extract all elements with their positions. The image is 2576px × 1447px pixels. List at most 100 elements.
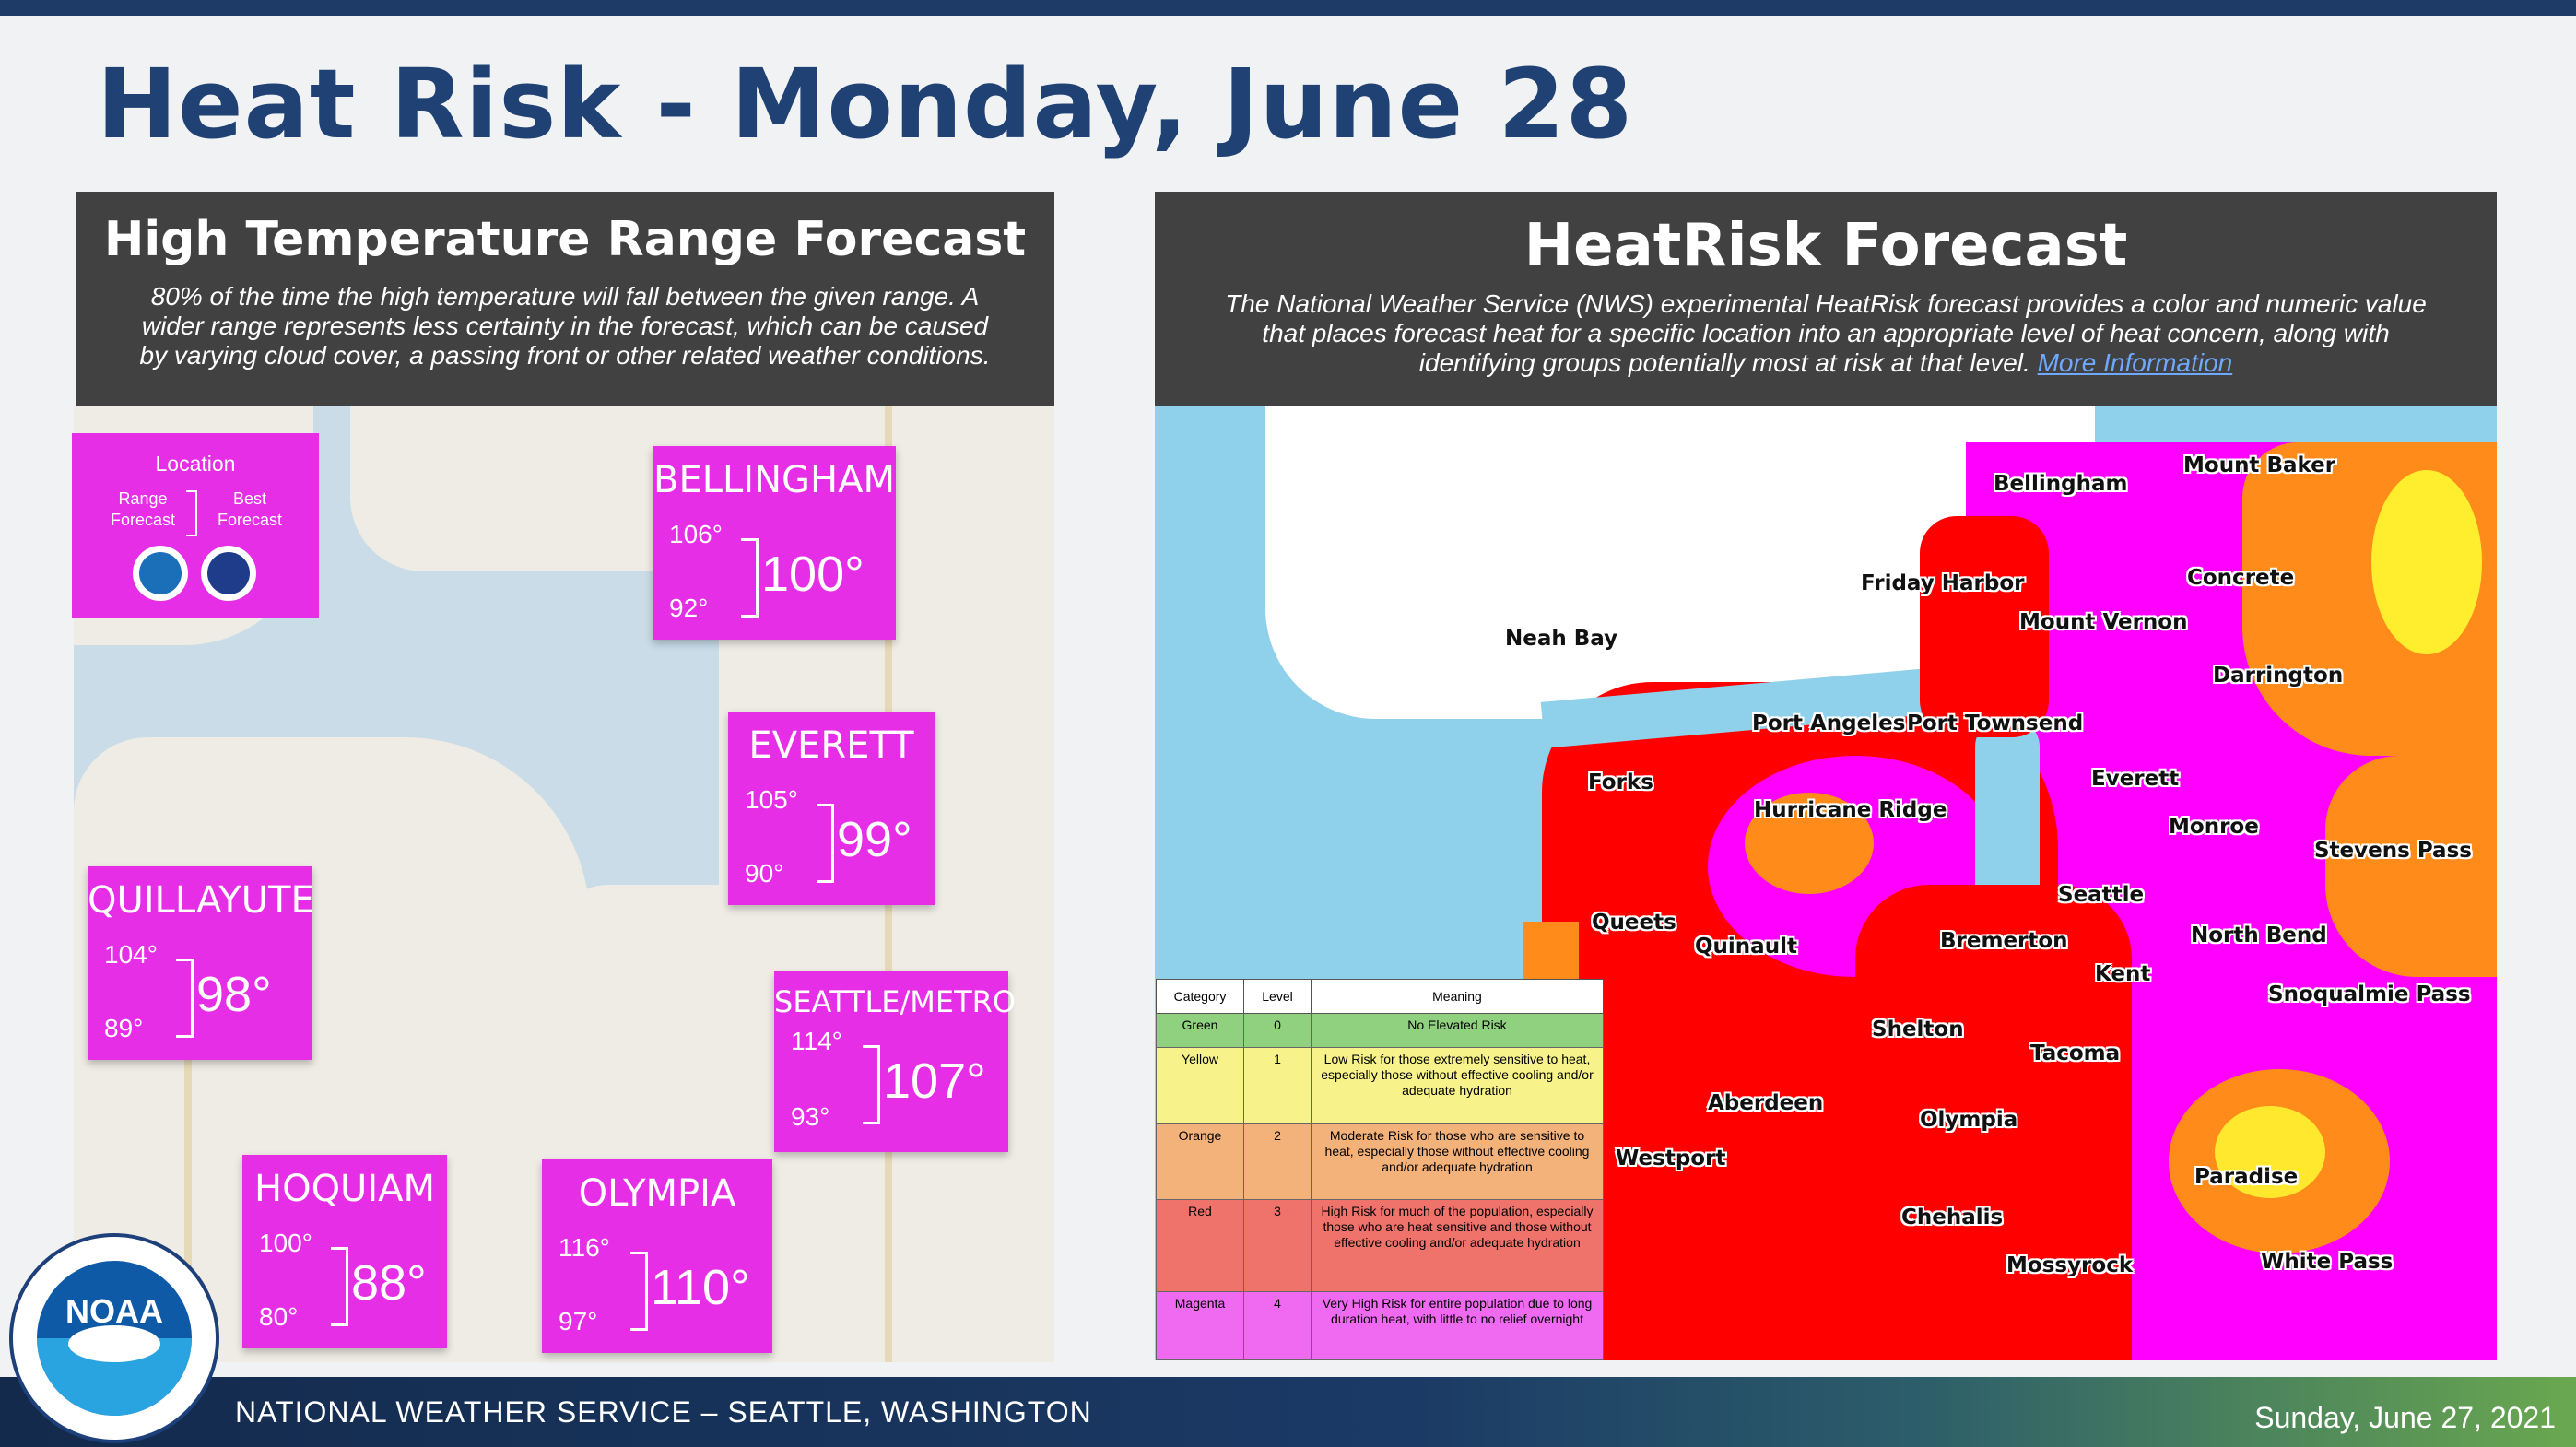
level-cell: 1 xyxy=(1243,1047,1312,1124)
map-label-hurricane-ridge: Hurricane Ridge xyxy=(1754,798,1947,822)
city-name: SEATTLE/METRO xyxy=(774,984,1017,1019)
city-bracket xyxy=(630,1252,648,1331)
map-label-kent: Kent xyxy=(2095,962,2151,986)
table-row: Magenta 4 Very High Risk for entire popu… xyxy=(1156,1290,1604,1361)
table-row: Yellow 1 Low Risk for those extremely se… xyxy=(1156,1047,1604,1124)
city-best: 99° xyxy=(837,812,912,867)
level-cell: 3 xyxy=(1243,1199,1312,1292)
map-label-monroe: Monroe xyxy=(2169,815,2259,839)
legend-range-label: Range Forecast xyxy=(110,489,176,529)
map-label-port-angeles: Port Angeles xyxy=(1752,712,1906,735)
category-cell: Magenta xyxy=(1156,1290,1244,1361)
noaa-small-logo-icon xyxy=(133,546,188,601)
table-row: Red 3 High Risk for much of the populati… xyxy=(1156,1199,1604,1292)
map-label-everett: Everett xyxy=(2091,767,2180,791)
heatrisk-category-table: Category Level Meaning Green 0 No Elevat… xyxy=(1156,979,1604,1361)
map-label-paradise: Paradise xyxy=(2194,1165,2299,1189)
left-panel-description: 80% of the time the high temperature wil… xyxy=(139,282,991,370)
city-bracket xyxy=(176,959,194,1038)
meaning-cell: Moderate Risk for those who are sensitiv… xyxy=(1311,1123,1604,1201)
map-label-quinault: Quinault xyxy=(1695,935,1797,959)
city-card-bellingham: BELLINGHAM 106° 92° 100° xyxy=(653,446,896,640)
city-bracket xyxy=(331,1247,348,1326)
city-name: HOQUIAM xyxy=(254,1168,435,1210)
map-label-mount-vernon: Mount Vernon xyxy=(2019,610,2188,634)
map-label-north-bend: North Bend xyxy=(2191,923,2327,947)
footer-date: Sunday, June 27, 2021 xyxy=(2254,1401,2556,1434)
map-label-stevens-pass: Stevens Pass xyxy=(2314,839,2472,863)
level-cell: 4 xyxy=(1243,1290,1312,1361)
more-information-link[interactable]: More Information xyxy=(2037,348,2233,377)
city-name: QUILLAYUTE xyxy=(88,879,314,922)
city-name: OLYMPIA xyxy=(578,1172,736,1215)
city-high: 100° xyxy=(259,1229,312,1257)
heatrisk-map: Bellingham Mount Baker Friday Harbor Con… xyxy=(1155,406,2497,1360)
city-low: 80° xyxy=(259,1302,299,1331)
map-label-aberdeen: Aberdeen xyxy=(1708,1091,1824,1115)
meaning-cell: Very High Risk for entire population due… xyxy=(1311,1290,1604,1361)
city-low: 89° xyxy=(104,1014,144,1042)
city-best: 107° xyxy=(883,1053,986,1109)
right-panel-title: HeatRisk Forecast xyxy=(1523,212,2128,280)
map-label-bremerton: Bremerton xyxy=(1940,929,2068,953)
city-best: 88° xyxy=(351,1255,427,1311)
city-best: 110° xyxy=(651,1260,750,1315)
meaning-cell: Low Risk for those extremely sensitive t… xyxy=(1311,1047,1604,1124)
map-label-port-townsend: Port Townsend xyxy=(1907,712,2084,735)
city-bracket xyxy=(741,538,759,618)
table-row: Green 0 No Elevated Risk xyxy=(1156,1012,1604,1049)
meaning-cell: No Elevated Risk xyxy=(1311,1012,1604,1049)
city-card-quillayute: QUILLAYUTE 104° 89° 98° xyxy=(88,866,314,1060)
map-label-forks: Forks xyxy=(1588,771,1653,794)
table-header-row: Category Level Meaning xyxy=(1156,979,1604,1014)
category-cell: Red xyxy=(1156,1199,1244,1292)
left-panel-header: High Temperature Range Forecast 80% of t… xyxy=(76,192,1054,406)
legend-best-label: Best Forecast xyxy=(217,489,283,529)
column-header-level: Level xyxy=(1243,979,1312,1014)
table-row: Orange 2 Moderate Risk for those who are… xyxy=(1156,1123,1604,1201)
footer-bar: NATIONAL WEATHER SERVICE – SEATTLE, WASH… xyxy=(0,1377,2576,1447)
map-label-queets: Queets xyxy=(1592,911,1676,935)
map-label-friday-harbor: Friday Harbor xyxy=(1861,571,2025,595)
city-low: 92° xyxy=(669,594,709,622)
risk-yellow-cascades-north xyxy=(2371,470,2482,654)
right-panel-description-text: The National Weather Service (NWS) exper… xyxy=(1225,289,2427,377)
footer-office-name: NATIONAL WEATHER SERVICE – SEATTLE, WASH… xyxy=(235,1395,1092,1429)
map-label-seattle: Seattle xyxy=(2058,883,2145,907)
map-label-mossyrock: Mossyrock xyxy=(2006,1253,2134,1277)
city-name: BELLINGHAM xyxy=(653,459,895,501)
city-high: 104° xyxy=(104,940,158,969)
map-label-bellingham: Bellingham xyxy=(1994,472,2128,496)
map-label-tacoma: Tacoma xyxy=(2030,1041,2121,1065)
map-label-concrete: Concrete xyxy=(2187,566,2295,590)
city-bracket xyxy=(817,804,834,883)
risk-orange-cascades-mid xyxy=(2325,756,2497,977)
city-high: 116° xyxy=(559,1233,610,1262)
column-header-meaning: Meaning xyxy=(1311,979,1604,1014)
risk-red-south-sound xyxy=(1855,885,2132,1360)
map-label-olympia: Olympia xyxy=(1920,1108,2018,1132)
city-high: 106° xyxy=(669,520,723,548)
category-cell: Orange xyxy=(1156,1123,1244,1201)
legend-title: Location xyxy=(155,452,236,476)
city-low: 97° xyxy=(559,1307,598,1335)
legend-box: Location Range Forecast Best Forecast xyxy=(72,433,319,618)
city-best: 98° xyxy=(196,967,272,1022)
legend-bracket xyxy=(186,490,197,536)
road-101 xyxy=(184,959,192,1362)
map-label-chehalis: Chehalis xyxy=(1901,1206,2004,1229)
map-label-white-pass: White Pass xyxy=(2261,1250,2394,1274)
map-label-neah-bay: Neah Bay xyxy=(1505,627,1618,651)
meaning-cell: High Risk for much of the population, es… xyxy=(1311,1199,1604,1292)
noaa-logo-icon: NOAA xyxy=(9,1233,219,1443)
city-card-seattle-metro: SEATTLE/METRO 114° 93° 107° xyxy=(774,971,1017,1152)
map-label-mount-baker: Mount Baker xyxy=(2183,453,2336,477)
risk-orange-hurricane-ridge xyxy=(1745,793,1874,894)
map-label-westport: Westport xyxy=(1616,1147,1726,1171)
city-high: 105° xyxy=(745,785,798,814)
right-panel-header: HeatRisk Forecast The National Weather S… xyxy=(1155,192,2497,406)
city-name: EVERETT xyxy=(748,724,914,767)
category-cell: Green xyxy=(1156,1012,1244,1049)
city-card-hoquiam: HOQUIAM 100° 80° 88° xyxy=(242,1155,447,1348)
map-label-snoqualmie-pass: Snoqualmie Pass xyxy=(2268,982,2471,1006)
